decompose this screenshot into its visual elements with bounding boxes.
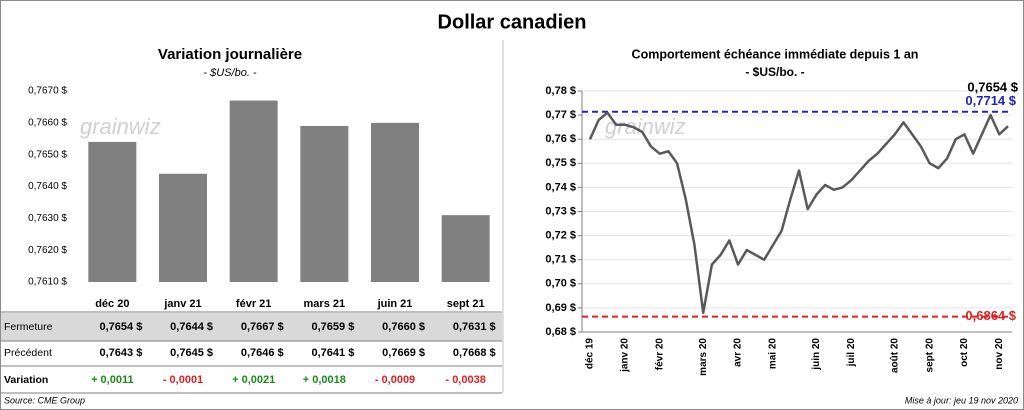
table-cell: 0,7669 $ <box>382 347 425 359</box>
table-band <box>1 313 502 341</box>
chart-title: Comportement échéance immédiate depuis 1… <box>632 47 919 61</box>
source: Source: CME Group <box>4 395 85 405</box>
y-tick-label: 0,73 $ <box>545 205 576 217</box>
y-tick-label: 0,7670 $ <box>28 86 67 97</box>
x-tick-label: sept 20 <box>924 338 935 373</box>
x-tick-label: nov 20 <box>994 338 1005 370</box>
x-tick-label: janv 20 <box>619 338 630 373</box>
chart-subtitle: - $US/bo. - <box>203 67 257 79</box>
y-tick-label: 0,76 $ <box>545 133 576 145</box>
row-label: Variation <box>4 374 48 386</box>
row-label: Fermeture <box>4 321 53 333</box>
y-tick-label: 0,7630 $ <box>28 213 67 224</box>
y-tick-label: 0,70 $ <box>545 278 576 290</box>
table-cell: 0,7668 $ <box>453 347 496 359</box>
updated: Mise à jour: jeu 19 nov 2020 <box>905 395 1018 405</box>
table-cell: 0,7659 $ <box>312 321 355 333</box>
x-tick-label: mai 20 <box>768 338 779 370</box>
x-tick-label: mars 21 <box>304 298 346 310</box>
chart-subtitle: - $US/bo. - <box>745 65 804 79</box>
table-cell: 0,7645 $ <box>170 347 213 359</box>
table-cell: + 0,0018 <box>303 374 346 386</box>
x-tick-label: oct 20 <box>959 338 970 367</box>
y-tick-label: 0,7620 $ <box>28 245 67 256</box>
line <box>588 111 1009 314</box>
bar <box>88 141 137 282</box>
x-tick-label: janv 21 <box>163 298 201 310</box>
x-tick-label: juin 21 <box>377 298 413 310</box>
x-tick-label: déc 19 <box>585 338 596 370</box>
reference-label: 0,6864 $ <box>965 308 1016 323</box>
last-value-label: 0,7654 $ <box>967 79 1018 94</box>
reference-label: 0,7714 $ <box>965 93 1016 108</box>
x-tick-label: juin 20 <box>811 338 822 371</box>
y-tick-label: 0,74 $ <box>545 181 576 193</box>
x-tick-label: août 20 <box>889 338 900 373</box>
table-cell: + 0,0021 <box>232 374 275 386</box>
table-cell: - 0,0001 <box>163 374 203 386</box>
table-cell: 0,7643 $ <box>100 347 143 359</box>
table-cell: 0,7654 $ <box>100 321 143 333</box>
bar <box>371 122 419 282</box>
bar <box>441 215 490 282</box>
row-label: Précédent <box>4 347 52 359</box>
y-tick-label: 0,68 $ <box>545 326 576 338</box>
x-tick-label: sept 21 <box>447 298 485 310</box>
x-tick-label: mars 20 <box>698 338 709 376</box>
y-tick-label: 0,7640 $ <box>28 181 67 192</box>
table-cell: 0,7631 $ <box>453 321 496 333</box>
x-tick-label: juil 20 <box>846 338 857 368</box>
chart-title: Variation journalière <box>158 46 302 63</box>
page-title: Dollar canadien <box>438 11 587 33</box>
x-tick-label: déc 20 <box>95 298 129 310</box>
table-cell: 0,7646 $ <box>241 347 284 359</box>
bar <box>300 126 349 283</box>
table-cell: - 0,0009 <box>375 374 415 386</box>
x-tick-label: févr 21 <box>236 298 271 310</box>
table-cell: 0,7660 $ <box>382 321 425 333</box>
x-tick-label: févr 20 <box>654 338 665 371</box>
table-cell: 0,7641 $ <box>312 347 355 359</box>
y-tick-label: 0,78 $ <box>545 85 576 97</box>
bar <box>159 173 207 282</box>
table-cell: - 0,0038 <box>445 374 485 386</box>
table-cell: 0,7644 $ <box>170 321 213 333</box>
y-tick-label: 0,7610 $ <box>28 277 67 288</box>
y-tick-label: 0,7650 $ <box>28 149 67 160</box>
table-cell: + 0,0011 <box>91 374 134 386</box>
watermark: grainwiz <box>605 114 686 139</box>
table-cell: 0,7667 $ <box>241 321 284 333</box>
y-tick-label: 0,71 $ <box>545 254 576 266</box>
watermark: grainwiz <box>80 114 161 139</box>
y-tick-label: 0,72 $ <box>545 230 576 242</box>
y-tick-label: 0,77 $ <box>545 109 576 121</box>
bar <box>229 100 278 282</box>
y-tick-label: 0,75 $ <box>545 157 576 169</box>
x-tick-label: avr 20 <box>733 338 744 367</box>
y-tick-label: 0,7660 $ <box>28 117 67 128</box>
y-tick-label: 0,69 $ <box>545 302 576 314</box>
